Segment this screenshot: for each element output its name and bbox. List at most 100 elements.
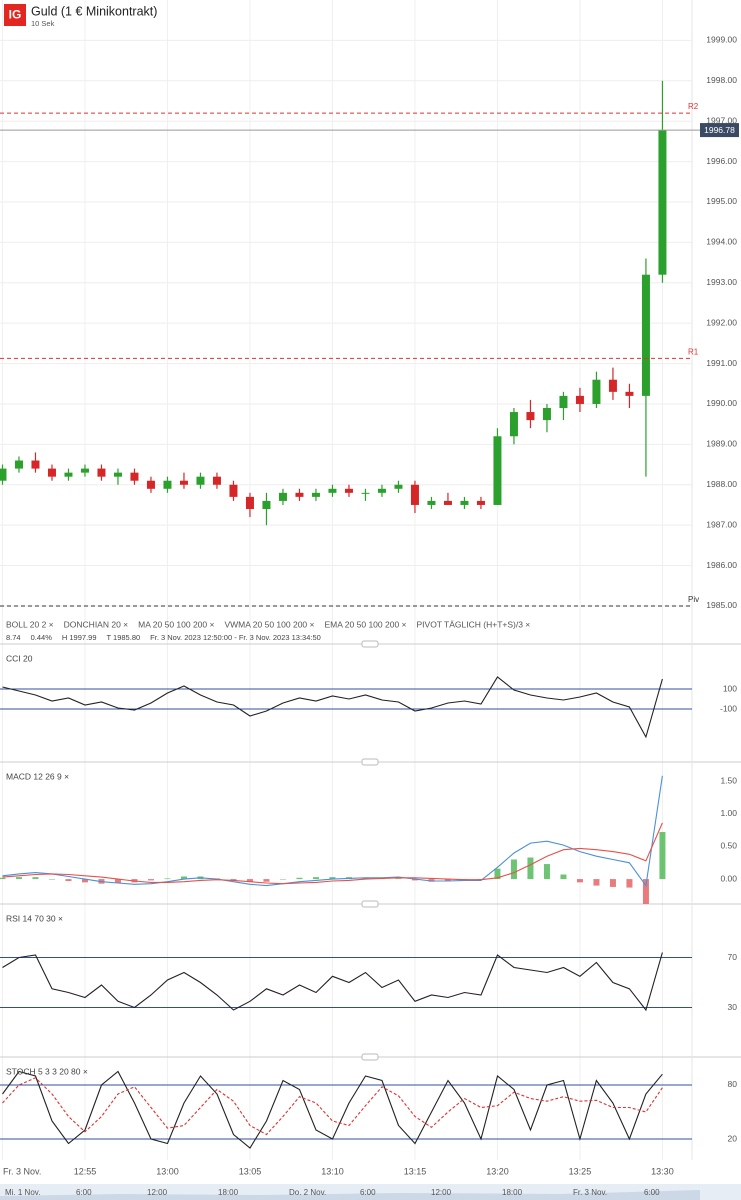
y-tick-label: 1986.00 xyxy=(706,560,737,570)
y-tick-label: 1990.00 xyxy=(706,398,737,408)
legend-indicators: BOLL 20 2 × xyxy=(6,619,54,629)
y-tick-label: 1994.00 xyxy=(706,237,737,247)
candle-body xyxy=(64,472,73,477)
y-tick-label: 80 xyxy=(728,1079,738,1089)
legend-info: 8.74 xyxy=(6,633,21,642)
candle-body xyxy=(212,476,221,485)
panel-handle xyxy=(361,900,379,908)
interval: 10 Sek xyxy=(31,19,55,28)
y-tick-label: 0.50 xyxy=(720,841,737,851)
macd-histogram-bar xyxy=(279,879,286,880)
y-tick-label: 1991.00 xyxy=(706,358,737,368)
navigator-shape xyxy=(0,1190,700,1200)
pivot-label: R2 xyxy=(688,102,699,111)
x-tick-label: 13:05 xyxy=(239,1166,262,1176)
y-tick-label: 100 xyxy=(723,683,737,693)
navigator-label: 12:00 xyxy=(431,1188,452,1197)
y-tick-label: -100 xyxy=(720,703,737,713)
macd-histogram-bar xyxy=(147,879,154,881)
y-tick-label: 1.50 xyxy=(720,775,737,785)
candle-body xyxy=(278,492,287,501)
x-tick-label: 12:55 xyxy=(74,1166,97,1176)
candle-body xyxy=(526,412,535,421)
macd-histogram-bar xyxy=(543,864,550,880)
indicator-line xyxy=(2,1077,663,1136)
candle-body xyxy=(295,492,304,497)
legend-indicators: MA 20 50 100 200 × xyxy=(138,619,214,629)
y-tick-label: 1988.00 xyxy=(706,479,737,489)
y-tick-label: 1998.00 xyxy=(706,75,737,85)
macd-histogram-bar xyxy=(444,879,451,882)
candle-body xyxy=(163,480,172,489)
macd-histogram-bar xyxy=(263,879,270,882)
panel-title: CCI 20 xyxy=(6,653,33,663)
candle-body xyxy=(328,488,337,493)
candle-body xyxy=(509,412,518,437)
navigator-label: Mi. 1 Nov. xyxy=(5,1188,40,1197)
logo: IG xyxy=(9,8,22,22)
macd-histogram-bar xyxy=(15,877,22,880)
indicator-line xyxy=(2,952,663,1012)
macd-histogram-bar xyxy=(246,879,253,882)
pivot-label: R1 xyxy=(688,347,699,356)
legend-indicators: VWMA 20 50 100 200 × xyxy=(224,619,314,629)
candle-body xyxy=(361,492,370,494)
candle-body xyxy=(97,468,106,477)
candle-body xyxy=(179,480,188,485)
macd-histogram-bar xyxy=(312,877,319,880)
candle-body xyxy=(559,395,568,408)
candle-body xyxy=(196,476,205,485)
legend-info: T 1985.80 xyxy=(107,633,141,642)
navigator-label: Fr. 3 Nov. xyxy=(573,1188,607,1197)
legend-indicators: DONCHIAN 20 × xyxy=(64,619,129,629)
y-tick-label: 30 xyxy=(728,1002,738,1012)
macd-histogram-bar xyxy=(659,832,666,880)
candle-body xyxy=(575,395,584,404)
macd-histogram-bar xyxy=(114,879,121,884)
navigator-label: 18:00 xyxy=(502,1188,523,1197)
candle-body xyxy=(113,472,122,477)
plot-layer: R2 R1 Piv xyxy=(0,0,741,1160)
candle-body xyxy=(47,468,56,477)
navigator-label: 6:00 xyxy=(644,1188,660,1197)
candle-body xyxy=(592,379,601,404)
y-tick-label: 70 xyxy=(728,952,738,962)
navigator-label: 6:00 xyxy=(76,1188,92,1197)
legend-info: H 1997.99 xyxy=(62,633,97,642)
candle-body xyxy=(31,460,40,469)
y-tick-label: 1987.00 xyxy=(706,519,737,529)
panel-title: RSI 14 70 30 × xyxy=(6,913,63,923)
x-tick-label: 13:10 xyxy=(321,1166,344,1176)
macd-histogram-bar xyxy=(48,879,55,880)
macd-histogram-bar xyxy=(428,879,435,882)
candle-body xyxy=(641,274,650,396)
macd-histogram-bar xyxy=(296,877,303,880)
candle-body xyxy=(625,391,634,396)
panel-handle xyxy=(361,1053,379,1061)
panel-handle xyxy=(361,640,379,648)
navigator-label: 12:00 xyxy=(147,1188,168,1197)
legend-indicators: EMA 20 50 100 200 × xyxy=(325,619,407,629)
navigator-label: Do. 2 Nov. xyxy=(289,1188,326,1197)
macd-histogram-bar xyxy=(527,857,534,880)
y-tick-label: 1999.00 xyxy=(706,35,737,45)
candle-body xyxy=(460,500,469,505)
y-tick-label: 20 xyxy=(728,1133,738,1143)
macd-histogram-bar xyxy=(362,877,369,880)
indicator-line xyxy=(2,1070,663,1149)
y-tick-label: 1996.00 xyxy=(706,156,737,166)
y-tick-label: 1993.00 xyxy=(706,277,737,287)
candle-body xyxy=(443,500,452,505)
y-tick-label: 1992.00 xyxy=(706,317,737,327)
indicator-line xyxy=(2,822,663,885)
candle-body xyxy=(146,480,155,489)
candle-body xyxy=(344,488,353,493)
x-tick-label: 13:20 xyxy=(486,1166,509,1176)
indicator-line xyxy=(2,775,663,888)
y-tick-label: 1.00 xyxy=(720,808,737,818)
macd-histogram-bar xyxy=(230,879,237,881)
candle-body xyxy=(658,130,667,275)
macd-histogram-bar xyxy=(510,859,517,880)
